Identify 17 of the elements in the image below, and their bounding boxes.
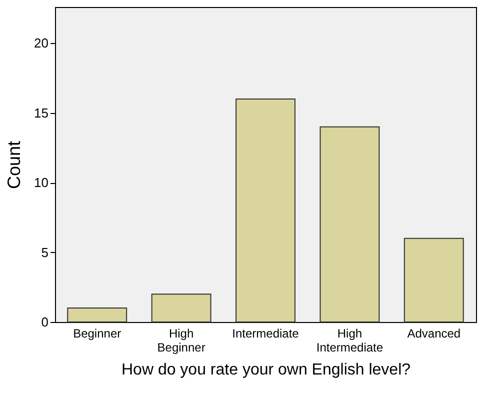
x-tick-label: Intermediate xyxy=(232,326,300,340)
x-tick-label: Advanced xyxy=(407,326,461,340)
bar xyxy=(320,126,380,322)
x-tick-label: High Intermediate xyxy=(316,326,384,354)
x-tick-label: Beginner xyxy=(73,326,122,340)
y-tick-label: 5 xyxy=(41,244,48,260)
y-tick-label: 15 xyxy=(34,105,48,120)
bar xyxy=(236,98,296,322)
x-axis-title: How do you rate your own English level? xyxy=(121,362,411,378)
x-tick-label: High Beginner xyxy=(157,326,206,354)
bar xyxy=(404,238,464,322)
bar xyxy=(151,294,212,322)
y-axis-title: Count xyxy=(4,140,24,190)
y-tick-label: 0 xyxy=(41,314,48,330)
y-tick-label: 20 xyxy=(34,36,48,51)
y-tick-label: 10 xyxy=(34,175,48,190)
bar xyxy=(67,308,128,322)
